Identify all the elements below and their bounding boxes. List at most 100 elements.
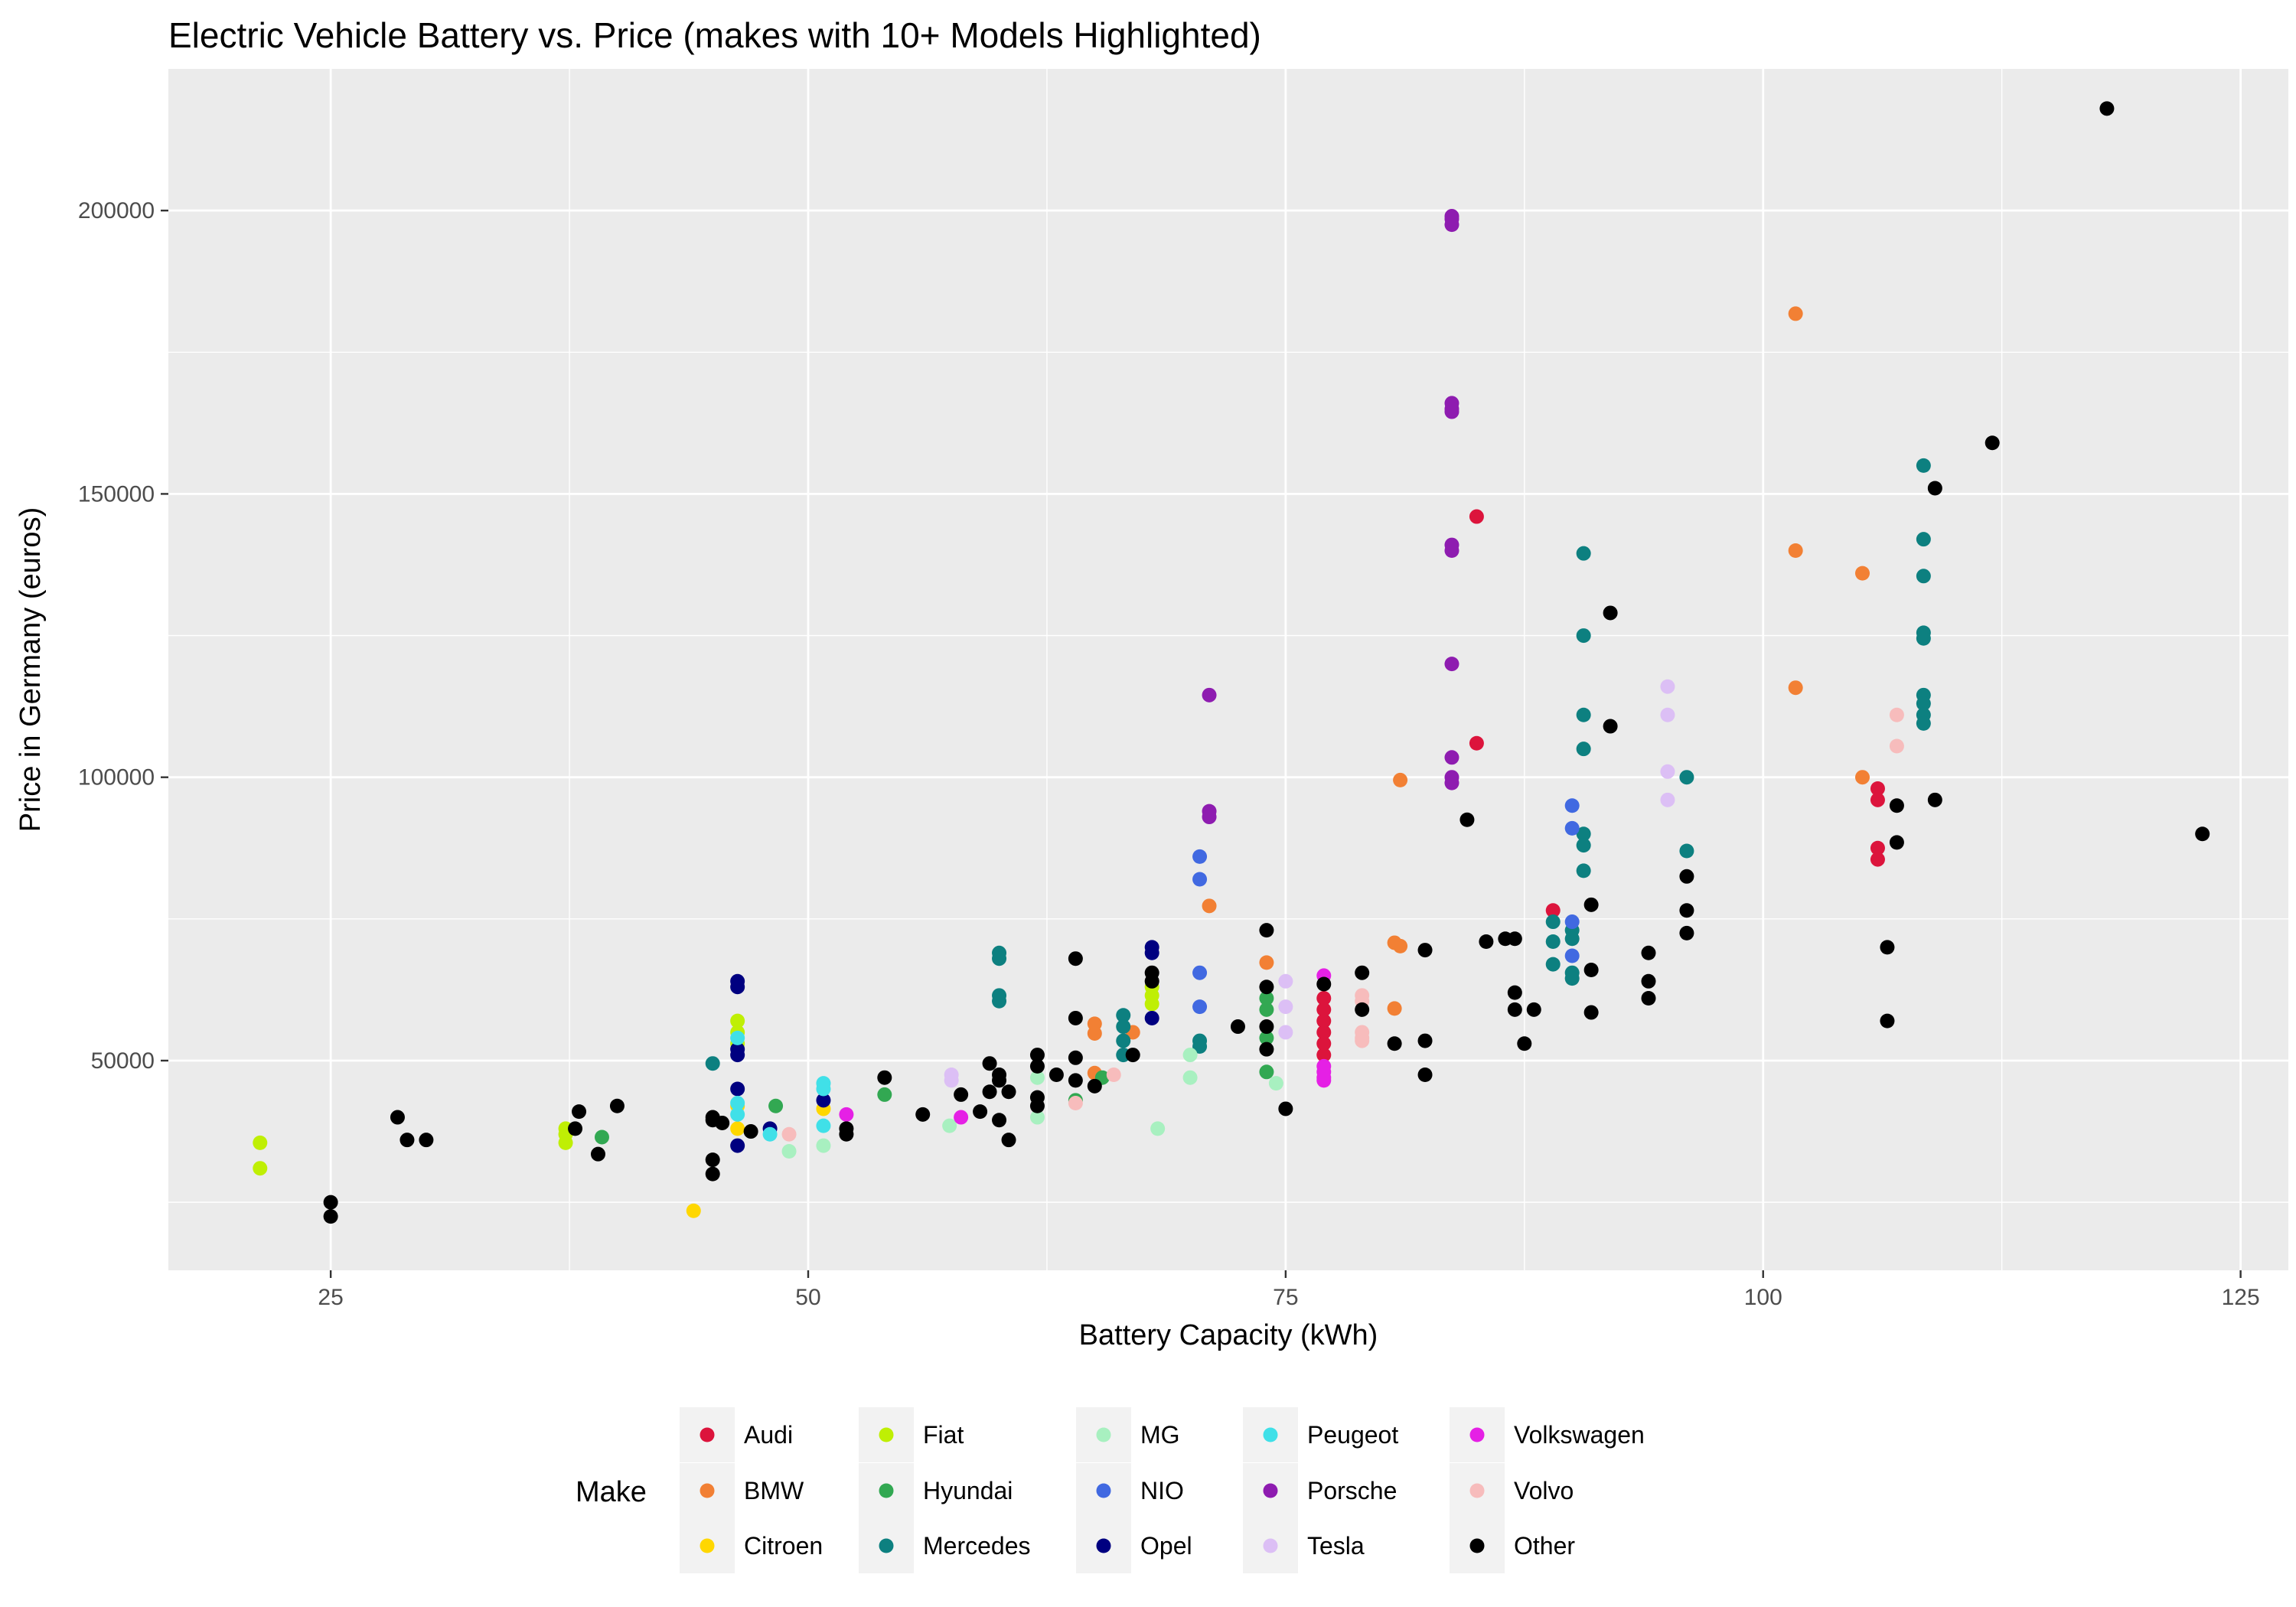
data-point bbox=[1880, 940, 1895, 955]
data-point bbox=[992, 993, 1007, 1009]
legend-key-marker bbox=[700, 1538, 715, 1553]
data-point bbox=[877, 1070, 892, 1085]
legend-key-marker bbox=[700, 1427, 715, 1442]
data-point bbox=[1855, 770, 1870, 785]
legend-label: Citroen bbox=[744, 1532, 823, 1560]
data-point bbox=[1444, 775, 1459, 790]
data-point bbox=[1660, 679, 1675, 694]
data-point bbox=[1116, 1008, 1131, 1023]
data-point bbox=[1576, 546, 1591, 561]
data-point bbox=[982, 1056, 997, 1071]
data-point bbox=[973, 1104, 988, 1120]
data-point bbox=[1125, 1048, 1140, 1063]
data-point bbox=[1459, 812, 1475, 827]
data-point bbox=[1278, 1101, 1293, 1116]
data-point bbox=[730, 1030, 745, 1045]
data-point bbox=[1788, 306, 1803, 321]
data-point bbox=[390, 1110, 405, 1125]
data-point bbox=[1001, 1084, 1016, 1100]
data-point bbox=[1182, 1048, 1198, 1063]
data-point bbox=[1564, 971, 1580, 986]
data-point bbox=[1393, 938, 1408, 953]
data-point bbox=[323, 1195, 338, 1210]
data-point bbox=[1316, 1002, 1332, 1017]
data-point bbox=[1268, 1076, 1283, 1091]
data-point bbox=[1355, 1033, 1370, 1048]
data-point bbox=[1355, 1002, 1370, 1017]
data-point bbox=[982, 1084, 997, 1100]
data-point bbox=[781, 1126, 797, 1142]
legend-key-marker bbox=[1096, 1483, 1111, 1498]
data-point bbox=[1927, 481, 1942, 496]
data-point bbox=[1417, 1068, 1433, 1083]
data-point bbox=[1316, 991, 1332, 1006]
data-point bbox=[1679, 770, 1694, 785]
legend-label: Other bbox=[1514, 1532, 1575, 1560]
data-point bbox=[1182, 1070, 1198, 1085]
data-point bbox=[730, 1048, 745, 1063]
data-point bbox=[1068, 1050, 1083, 1065]
legend: Make Audi BMW Citroen Fiat Hyundai Mercedes MG… bbox=[576, 1407, 1645, 1573]
data-point bbox=[1583, 1005, 1599, 1020]
data-point bbox=[1387, 1001, 1402, 1016]
data-point bbox=[1316, 1013, 1332, 1028]
data-point bbox=[1576, 742, 1591, 757]
data-point bbox=[944, 1073, 959, 1088]
data-point bbox=[419, 1133, 434, 1148]
data-point bbox=[1576, 826, 1591, 842]
legend-label: BMW bbox=[744, 1477, 804, 1504]
data-point bbox=[816, 1118, 831, 1133]
legend-key-marker bbox=[1469, 1538, 1485, 1553]
data-point bbox=[1603, 719, 1618, 734]
data-point bbox=[1469, 735, 1484, 751]
data-point bbox=[1916, 696, 1931, 711]
legend-label: Porsche bbox=[1307, 1477, 1397, 1504]
data-point bbox=[1144, 945, 1159, 960]
data-point bbox=[1916, 569, 1931, 584]
data-point bbox=[1985, 435, 2000, 451]
data-point bbox=[730, 1096, 745, 1111]
data-point bbox=[1564, 914, 1580, 930]
data-point bbox=[1068, 1010, 1083, 1025]
data-point bbox=[1444, 657, 1459, 672]
data-point bbox=[609, 1098, 625, 1113]
data-point bbox=[1855, 566, 1870, 581]
legend-key-marker bbox=[879, 1427, 894, 1442]
data-point bbox=[1641, 973, 1656, 989]
data-point bbox=[1641, 945, 1656, 960]
data-point bbox=[1679, 843, 1694, 859]
data-point bbox=[1641, 991, 1656, 1006]
data-point bbox=[1144, 1010, 1159, 1025]
data-point bbox=[1889, 798, 1904, 813]
data-point bbox=[1889, 707, 1904, 722]
data-point bbox=[253, 1161, 268, 1176]
y-axis-title: Price in Germany (euros) bbox=[15, 507, 47, 832]
data-point bbox=[1259, 923, 1274, 938]
legend-label: Peugeot bbox=[1307, 1421, 1398, 1449]
x-tick-label: 50 bbox=[795, 1285, 820, 1310]
x-tick-label: 75 bbox=[1273, 1285, 1298, 1310]
data-point bbox=[954, 1110, 969, 1125]
data-point bbox=[1889, 835, 1904, 850]
y-tick-label: 200000 bbox=[78, 198, 155, 223]
data-point bbox=[1259, 1064, 1274, 1080]
data-point bbox=[1564, 948, 1580, 963]
data-point bbox=[762, 1126, 778, 1142]
data-point bbox=[1444, 543, 1459, 558]
data-point bbox=[1192, 1038, 1208, 1054]
data-point bbox=[1880, 1013, 1895, 1028]
data-point bbox=[1417, 1033, 1433, 1048]
data-point bbox=[253, 1135, 268, 1150]
data-point bbox=[590, 1146, 605, 1162]
data-point bbox=[942, 1118, 957, 1133]
data-point bbox=[1870, 852, 1885, 867]
data-point bbox=[1507, 985, 1522, 1000]
data-point bbox=[781, 1143, 797, 1159]
data-point bbox=[1576, 863, 1591, 878]
data-point bbox=[954, 1087, 969, 1102]
data-point bbox=[1202, 898, 1217, 914]
data-point bbox=[1387, 1036, 1402, 1051]
data-point bbox=[1660, 792, 1675, 807]
data-point bbox=[323, 1209, 338, 1224]
data-point bbox=[1564, 798, 1580, 813]
